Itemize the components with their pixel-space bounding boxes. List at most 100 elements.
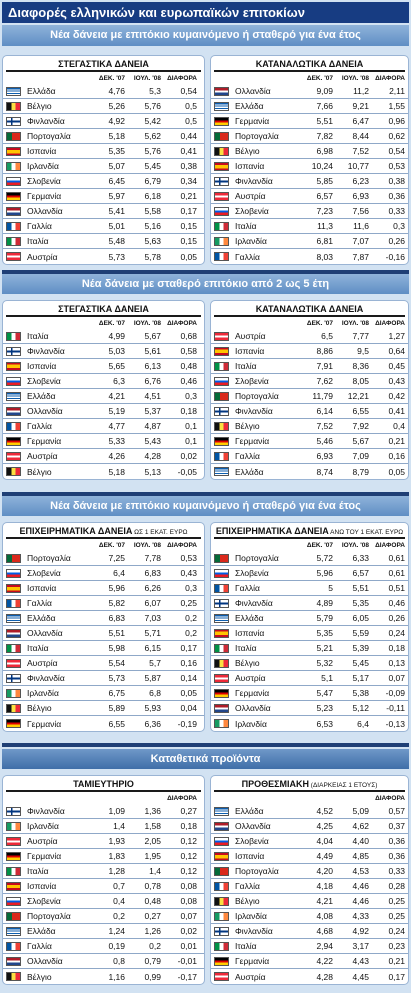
rate-difference: 0,14 [180,673,197,683]
rate-dec-07: 6,14 [316,406,333,416]
table-row: Φινλανδία 4,92 5,42 0,5 [3,114,204,129]
rate-difference: 0,38 [388,176,405,186]
rate-difference: 0,4 [393,421,405,431]
table-title: ΚΑΤΑΝΑΛΩΤΙΚΑ ΔΑΝΕΙΑ [214,303,405,317]
country-name: Βέλγιο [27,971,52,982]
flag-icon [6,331,21,341]
rate-difference: 0,08 [180,896,197,906]
rate-table: ΣΤΕΓΑΣΤΙΚΑ ΔΑΝΕΙΑ ΔΕΚ. '07 ΙΟΥΛ. '08 ΔΙΑΦΟΡ… [2,300,205,480]
table-row: Ισπανία 5,35 5,59 0,24 [211,626,408,641]
column-header: ΔΕΚ. '07 [306,319,333,327]
rate-difference: 0,3 [185,583,197,593]
country-name: Βέλγιο [27,466,52,477]
rate-jul-08: 9,21 [352,101,369,111]
table-row: Βέλγιο 7,52 7,92 0,4 [211,419,408,434]
country-name: Ολλανδία [235,821,271,831]
rate-difference: -0,01 [177,956,197,966]
rate-dec-07: 5,18 [108,131,125,141]
rate-jul-08: 5,45 [352,658,369,668]
rate-dec-07: 4,18 [316,881,333,891]
country-name: Φινλανδία [27,673,65,683]
rate-table: ΚΑΤΑΝΑΛΩΤΙΚΑ ΔΑΝΕΙΑ ΔΕΚ. '07 ΙΟΥΛ. '08 ΔΙΑΦ… [210,55,409,265]
country-name: Φινλανδία [235,926,273,936]
table-body: Πορτογαλία 7,25 7,78 0,53 Σλοβενία 6,4 6,83 0,4… [3,551,204,731]
rate-difference: 0,05 [180,251,197,262]
rate-dec-07: 4,89 [316,598,333,608]
rate-difference: 0,16 [388,451,405,461]
rate-table: ΣΤΕΓΑΣΤΙΚΑ ΔΑΝΕΙΑ ΔΕΚ. '07 ΙΟΥΛ. '08 ΔΙΑΦΟΡ… [2,55,205,265]
rate-dec-07: 5,47 [316,688,333,698]
flag-icon [6,146,21,156]
table-row: Σλοβενία 6,4 6,83 0,43 [3,566,204,581]
rate-dec-07: 8,74 [316,466,333,477]
flag-icon [214,86,229,96]
rate-difference: 0,27 [180,806,197,816]
rate-jul-08: 7,52 [352,146,369,156]
rate-difference: 0,28 [388,881,405,891]
rate-jul-08: 6,47 [352,116,369,126]
flag-icon [214,252,229,261]
rate-dec-07: 5,1 [321,673,333,683]
country-name: Γαλλία [27,421,52,431]
country-name: Βέλγιο [235,146,260,156]
rate-difference: 0,17 [180,643,197,653]
country-name: Ελλάδα [235,101,264,111]
rate-jul-08: 1,36 [144,806,161,816]
table-row: Ελλάδα 6,83 7,03 0,2 [3,611,204,626]
country-name: Βέλγιο [27,101,52,111]
rate-dec-07: 1,28 [108,866,125,876]
rate-difference: 0,37 [388,821,405,831]
rate-dec-07: 5,32 [316,658,333,668]
rate-dec-07: 6,83 [108,613,125,623]
rate-jul-08: 7,78 [144,553,161,563]
table-row: Ιρλανδία 4,08 4,33 0,25 [211,909,408,924]
flag-icon [6,376,21,386]
country-name: Ισπανία [235,346,265,356]
table-body: Ολλανδία 9,09 11,2 2,11 Ελλάδα 7,66 9,21 1,55 Γε… [211,84,408,264]
table-row: Ελλάδα 5,79 6,05 0,26 [211,611,408,626]
flag-icon [214,346,229,356]
rate-dec-07: 6,81 [316,236,333,246]
country-name: Ολλανδία [27,628,63,638]
country-name: Ελλάδα [27,86,56,96]
country-name: Ιταλία [27,331,49,341]
table-row: Πορτογαλία 5,72 6,33 0,61 [211,551,408,566]
flag-icon [6,866,21,876]
country-name: Πορτογαλία [27,131,71,141]
rate-dec-07: 5,96 [108,583,125,593]
rate-jul-08: 6,57 [352,568,369,578]
country-name: Ιρλανδία [27,821,59,831]
flag-icon [214,421,229,431]
rate-dec-07: 5,72 [316,553,333,563]
flag-icon [6,703,21,713]
section-heading: Νέα δάνεια με επιτόκιο κυμαινόμενο ή στα… [2,496,409,516]
country-name: Σλοβενία [235,376,269,386]
rate-dec-07: 5,96 [316,568,333,578]
flag-icon [6,896,21,906]
column-headers: ΔΕΚ. '07 ΙΟΥΛ. '08 ΔΙΑΦΟΡΑ [3,72,204,84]
rate-jul-08: 7,92 [352,421,369,431]
rate-dec-07: 5,33 [108,436,125,446]
column-header: ΔΕΚ. '07 [306,74,333,82]
rate-dec-07: 1,09 [108,806,125,816]
rate-difference: 0,07 [388,673,405,683]
country-name: Σλοβενία [235,568,269,578]
country-name: Φινλανδία [27,346,65,356]
flag-icon [214,391,229,401]
flag-icon [6,116,21,126]
flag-icon [214,926,229,936]
country-name: Φινλανδία [27,116,65,126]
table-row: Ιταλία 4,99 5,67 0,68 [3,329,204,344]
flag-icon [214,972,229,981]
rate-jul-08: 4,40 [352,836,369,846]
rate-jul-08: 5,76 [144,146,161,156]
flag-icon [6,131,21,141]
table-row: Σλοβενία 0,4 0,48 0,08 [3,894,204,909]
table-row: Βέλγιο 5,32 5,45 0,13 [211,656,408,671]
rate-jul-08: 10,77 [347,161,369,171]
country-name: Γερμανία [27,436,62,446]
rate-jul-08: 0,2 [149,941,161,951]
rate-difference: 0,17 [388,971,405,982]
country-name: Ελλάδα [27,613,56,623]
flag-icon [6,346,21,356]
